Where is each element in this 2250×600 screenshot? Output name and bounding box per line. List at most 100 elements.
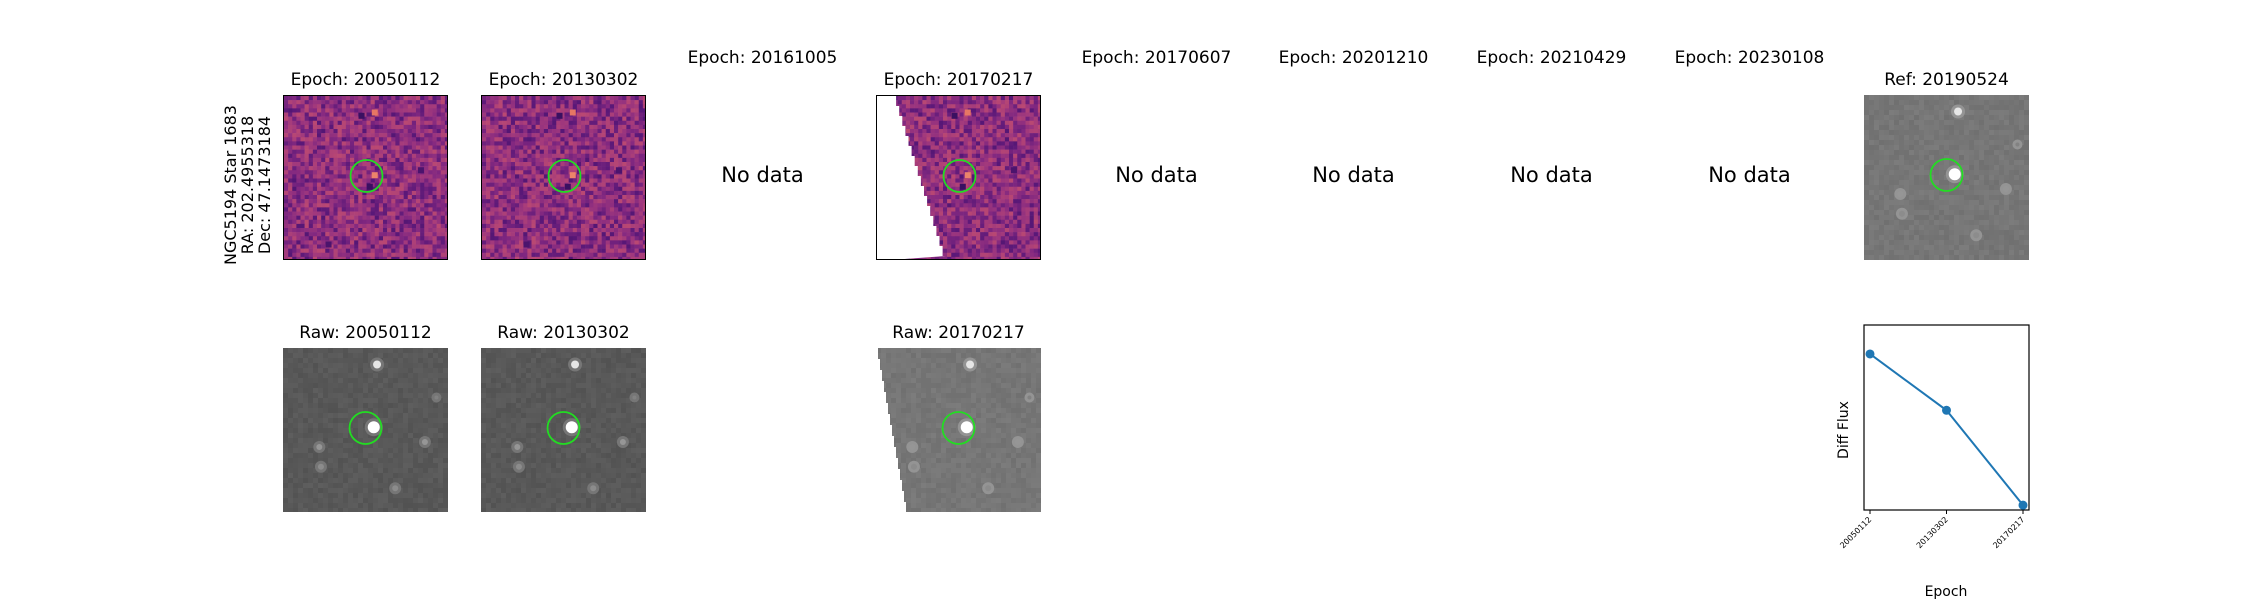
- star-source: [590, 485, 597, 492]
- no-coverage-region: [876, 348, 906, 512]
- star-source: [1898, 210, 1905, 217]
- diff-title-1: Epoch: 20050112: [290, 70, 441, 90]
- target-circle: [942, 159, 977, 193]
- diff-panel-2: [481, 95, 646, 260]
- star-source: [632, 395, 637, 400]
- star-source: [515, 463, 522, 470]
- pixel-spot: [951, 112, 958, 119]
- light-curve-chart: 20050112 20130302 20170217 Diff Flux Epoch: [1836, 324, 2030, 600]
- target-circle: [349, 159, 384, 193]
- pixel-spot: [959, 183, 966, 190]
- noise-pixels: [482, 96, 645, 259]
- pixel-spot: [556, 112, 563, 119]
- diff-image-1: [284, 96, 447, 259]
- star-source: [514, 444, 521, 450]
- ref-image: [1864, 95, 2029, 260]
- diff-image-4: [877, 96, 1040, 259]
- pixel-spot: [366, 183, 373, 190]
- x-axis-label: Epoch: [1925, 584, 1968, 600]
- raw-image-2: [481, 348, 646, 512]
- data-point: [2018, 500, 2028, 510]
- diff-title-7: Epoch: 20210429: [1476, 48, 1627, 68]
- data-point: [1942, 405, 1951, 415]
- raw-panel-1: [283, 348, 448, 512]
- target-circle: [546, 411, 581, 445]
- raw-title-1: Raw: 20050112: [299, 323, 432, 343]
- pixel-spot: [615, 167, 622, 174]
- star-source: [317, 463, 324, 470]
- pixel-spot: [523, 241, 530, 248]
- pixel-spot: [325, 241, 332, 248]
- raw-title-4: Raw: 20170217: [892, 323, 1025, 343]
- star-source: [2015, 142, 2020, 147]
- diff-title-5: Epoch: 20170607: [1081, 48, 1232, 68]
- star-source: [1027, 395, 1032, 400]
- star-source: [985, 485, 992, 492]
- star-source: [966, 360, 975, 369]
- pixel-spot: [417, 167, 424, 174]
- star-source: [1973, 232, 1980, 239]
- no-coverage-region: [877, 96, 946, 259]
- star-source: [565, 421, 578, 434]
- pixel-spot: [358, 112, 365, 119]
- star-ra: RA: 202.4955318: [238, 115, 257, 255]
- raw-image-1: [283, 348, 448, 512]
- diff-title-3: Epoch: 20161005: [687, 48, 838, 68]
- star-source: [1014, 439, 1021, 446]
- pixel-spot: [569, 172, 576, 179]
- no-data-6: No data: [1312, 163, 1395, 187]
- no-data-8: No data: [1708, 163, 1791, 187]
- star-source: [373, 360, 382, 369]
- star-source: [367, 421, 380, 434]
- x-tick-label: 20170217: [1991, 515, 2026, 550]
- pixel-spot: [371, 109, 378, 116]
- star-source: [910, 463, 917, 470]
- no-data-5: No data: [1115, 163, 1198, 187]
- ref-panel: [1864, 95, 2029, 260]
- pixel-spot: [371, 172, 378, 179]
- star-source: [619, 439, 626, 446]
- star-source: [2002, 186, 2009, 193]
- star-source: [1897, 191, 1904, 197]
- diff-title-6: Epoch: 20201210: [1278, 48, 1429, 68]
- diff-title-2: Epoch: 20130302: [488, 70, 639, 90]
- star-name: NGC5194 Star 1683: [221, 105, 240, 265]
- star-source: [316, 444, 323, 450]
- x-tick-label: 20050112: [1838, 515, 1873, 550]
- star-source: [1948, 168, 1961, 181]
- y-axis-label: Diff Flux: [1836, 401, 1852, 459]
- target-circle: [547, 159, 582, 193]
- star-source: [909, 444, 916, 450]
- diff-title-8: Epoch: 20230108: [1674, 48, 1825, 68]
- target-circle: [1929, 158, 1964, 192]
- pixel-spot: [564, 183, 571, 190]
- noise-pixels: [284, 96, 447, 259]
- diff-image-2: [482, 96, 645, 259]
- raw-title-2: Raw: 20130302: [497, 323, 630, 343]
- pixel-spot: [964, 109, 971, 116]
- raw-panel-4: [876, 348, 1041, 512]
- noise-pixels: [876, 348, 1041, 512]
- star-source: [1954, 107, 1963, 116]
- target-circle: [941, 411, 976, 445]
- x-tick-label: 20130302: [1915, 515, 1950, 550]
- raw-panel-2: [481, 348, 646, 512]
- no-data-7: No data: [1510, 163, 1593, 187]
- raw-image-4: [876, 348, 1041, 512]
- pixel-spot: [569, 109, 576, 116]
- star-source: [434, 395, 439, 400]
- noise-pixels: [1864, 95, 2029, 260]
- data-point: [1865, 349, 1875, 359]
- star-source: [392, 485, 399, 492]
- pixel-spot: [964, 172, 971, 179]
- star-source: [960, 421, 973, 434]
- diff-panel-1: [283, 95, 448, 260]
- diff-panel-4: [876, 95, 1041, 260]
- target-circle: [348, 411, 383, 445]
- ref-title: Ref: 20190524: [1884, 70, 2009, 90]
- star-source: [421, 439, 428, 446]
- diff-title-4: Epoch: 20170217: [883, 70, 1034, 90]
- star-source: [571, 360, 580, 369]
- star-dec: Dec: 47.1473184: [255, 115, 274, 255]
- no-data-3: No data: [721, 163, 804, 187]
